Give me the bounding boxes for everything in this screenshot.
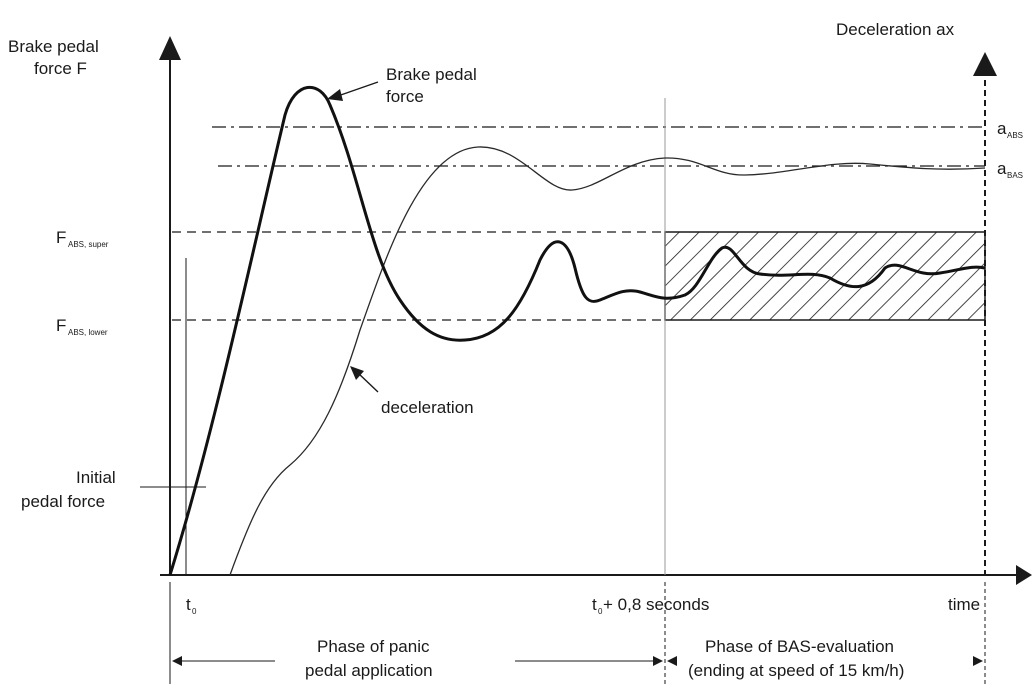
deceleration-curve: [229, 146, 986, 576]
t08-label: t: [592, 595, 597, 614]
force-callout-arrowhead: [327, 89, 343, 101]
t08-label-rest: + 0,8 seconds: [603, 595, 709, 614]
y-axis-arrowhead: [159, 36, 181, 60]
phase2-arrowhead-left: [667, 656, 677, 666]
f-abs-lower-subscript: ABS, lower: [68, 328, 108, 337]
brake-pedal-force-curve: [168, 86, 986, 576]
phase1-arrowhead-left: [172, 656, 182, 666]
y-axis-label-line2: force F: [34, 59, 87, 78]
a-abs-subscript: ABS: [1007, 131, 1023, 140]
phase2-label-line2: (ending at speed of 15 km/h): [688, 661, 904, 680]
decel-callout-line: [357, 372, 379, 393]
decel-curve-label: deceleration: [381, 398, 474, 417]
t0-label: t: [186, 595, 191, 614]
y-axis-label-line1: Brake pedal: [8, 37, 99, 56]
initial-force-label-line1: Initial: [76, 468, 116, 487]
phase2-arrowhead-right: [973, 656, 983, 666]
time-label: time: [948, 595, 980, 614]
decel-callout-arrowhead: [350, 366, 364, 380]
initial-force-label-line2: pedal force: [21, 492, 105, 511]
a-bas-label: a: [997, 159, 1007, 178]
phase1-label-line2: pedal application: [305, 661, 433, 680]
x-axis-arrowhead: [1016, 565, 1032, 585]
force-curve-label-line1: Brake pedal: [386, 65, 477, 84]
phase2-label-line1: Phase of BAS-evaluation: [705, 637, 894, 656]
f-abs-super-subscript: ABS, super: [68, 240, 109, 249]
a-abs-label: a: [997, 119, 1007, 138]
right-axis-label: Deceleration ax: [836, 20, 955, 39]
force-callout-line: [334, 81, 379, 98]
t0-subscript: 0: [192, 607, 197, 616]
t08-subscript: 0: [598, 607, 603, 616]
force-curve-label-line2: force: [386, 87, 424, 106]
f-abs-lower-label: F: [56, 316, 66, 335]
phase1-arrowhead-right: [653, 656, 663, 666]
f-abs-super-label: F: [56, 228, 66, 247]
right-axis-arrowhead: [973, 52, 997, 76]
a-bas-subscript: BAS: [1007, 171, 1023, 180]
phase1-label-line1: Phase of panic: [317, 637, 430, 656]
